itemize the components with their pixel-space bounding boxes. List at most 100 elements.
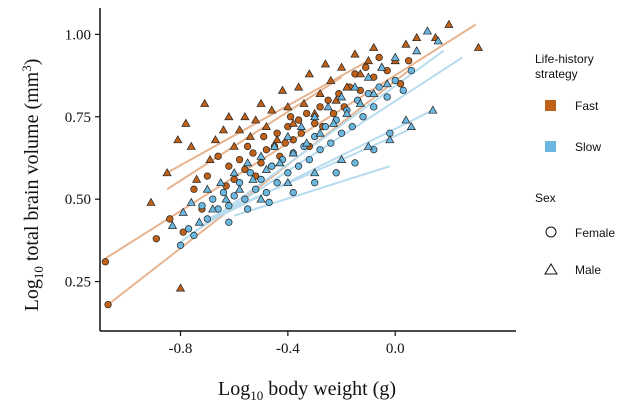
point-slow-male: [216, 177, 226, 187]
point-fast-male: [342, 82, 352, 91]
point-slow-male: [390, 52, 400, 61]
point-fast-female: [396, 80, 405, 88]
point-slow-male: [288, 148, 298, 157]
point-fast-male: [315, 88, 325, 98]
y-tick-label: 1.00: [65, 27, 91, 43]
point-slow-female: [351, 159, 359, 167]
data-points: [101, 19, 484, 309]
point-fast-female: [303, 109, 311, 118]
x-tick-label: -0.8: [169, 341, 193, 357]
point-fast-female: [362, 63, 370, 71]
legend: Life-history strategy Fast Slow Sex Fema…: [535, 52, 615, 277]
point-fast-male: [218, 125, 229, 134]
point-slow-female: [225, 218, 233, 226]
fit-lines: [104, 23, 477, 306]
legend-sex-title: Sex: [535, 191, 556, 205]
point-slow-male: [355, 98, 365, 107]
point-slow-female: [209, 195, 217, 203]
point-slow-female: [230, 192, 238, 200]
point-slow-male: [315, 128, 325, 137]
point-slow-female: [219, 188, 228, 197]
point-slow-male: [256, 194, 266, 203]
x-tick-label: 0.0: [386, 341, 405, 357]
point-fast-male: [205, 154, 215, 163]
point-fast-female: [281, 139, 289, 147]
x-ticks: -0.8 -0.4 0.0: [169, 331, 405, 357]
fit-line-slow: [206, 129, 410, 220]
point-fast-male: [401, 39, 411, 48]
point-slow-male: [385, 135, 395, 144]
point-slow-female: [284, 169, 292, 177]
point-slow-male: [186, 197, 196, 206]
fit-line-fast: [166, 76, 343, 191]
point-fast-male: [210, 135, 221, 144]
point-slow-female: [203, 215, 212, 223]
point-fast-male: [288, 118, 298, 127]
point-fast-male: [336, 62, 347, 71]
point-slow-male: [369, 88, 379, 98]
point-slow-female: [241, 195, 249, 203]
point-fast-female: [104, 300, 112, 309]
point-slow-female: [225, 202, 233, 210]
point-fast-male: [355, 69, 365, 78]
point-slow-female: [257, 175, 265, 184]
point-slow-male: [248, 174, 258, 183]
point-fast-female: [262, 146, 271, 154]
point-slow-male: [328, 118, 339, 127]
point-fast-male: [192, 174, 202, 183]
point-slow-female: [262, 188, 271, 197]
point-fast-female: [190, 185, 198, 193]
point-slow-female: [348, 123, 356, 131]
legend-male-triangle-icon: [544, 263, 558, 275]
point-fast-male: [173, 135, 183, 144]
point-slow-male: [342, 108, 352, 117]
legend-female-label: Female: [575, 226, 615, 240]
point-slow-female: [370, 103, 378, 111]
point-fast-female: [101, 258, 110, 266]
point-slow-female: [321, 123, 330, 131]
point-slow-male: [283, 177, 293, 187]
point-slow-male: [323, 102, 333, 111]
point-slow-female: [184, 225, 193, 233]
point-slow-male: [401, 115, 411, 124]
fit-line-slow: [206, 109, 434, 224]
point-slow-male: [363, 141, 373, 150]
point-slow-female: [311, 179, 319, 187]
point-slow-male: [363, 72, 373, 81]
point-slow-male: [243, 158, 253, 167]
point-slow-female: [294, 162, 303, 170]
point-slow-male: [336, 154, 347, 163]
point-fast-male: [299, 98, 309, 107]
point-slow-female: [246, 169, 254, 177]
point-slow-female: [316, 146, 324, 154]
y-tick-label: 0.25: [65, 275, 91, 291]
point-fast-male: [369, 42, 379, 51]
point-slow-male: [221, 194, 231, 203]
point-slow-male: [350, 82, 360, 91]
point-slow-female: [176, 241, 185, 249]
y-tick-label: 0.50: [65, 192, 91, 208]
legend-female-circle-icon: [545, 226, 557, 238]
point-fast-female: [243, 142, 252, 151]
y-tick-label: 0.75: [65, 110, 91, 126]
point-slow-female: [268, 162, 276, 170]
point-fast-male: [473, 42, 484, 51]
point-slow-female: [252, 185, 260, 193]
legend-fast-label: Fast: [575, 99, 599, 113]
point-slow-male: [283, 131, 293, 140]
point-slow-male: [202, 184, 212, 193]
point-fast-male: [224, 112, 234, 121]
point-slow-male: [406, 121, 416, 131]
point-fast-female: [316, 103, 324, 111]
point-fast-female: [166, 215, 174, 223]
point-fast-male: [412, 32, 422, 42]
point-fast-male: [350, 49, 360, 58]
point-slow-female: [399, 86, 407, 95]
point-fast-male: [146, 197, 156, 206]
fit-line-slow: [233, 165, 391, 217]
point-fast-male: [294, 82, 304, 91]
point-slow-female: [375, 83, 383, 91]
point-slow-male: [234, 184, 245, 193]
point-fast-male: [181, 118, 191, 127]
